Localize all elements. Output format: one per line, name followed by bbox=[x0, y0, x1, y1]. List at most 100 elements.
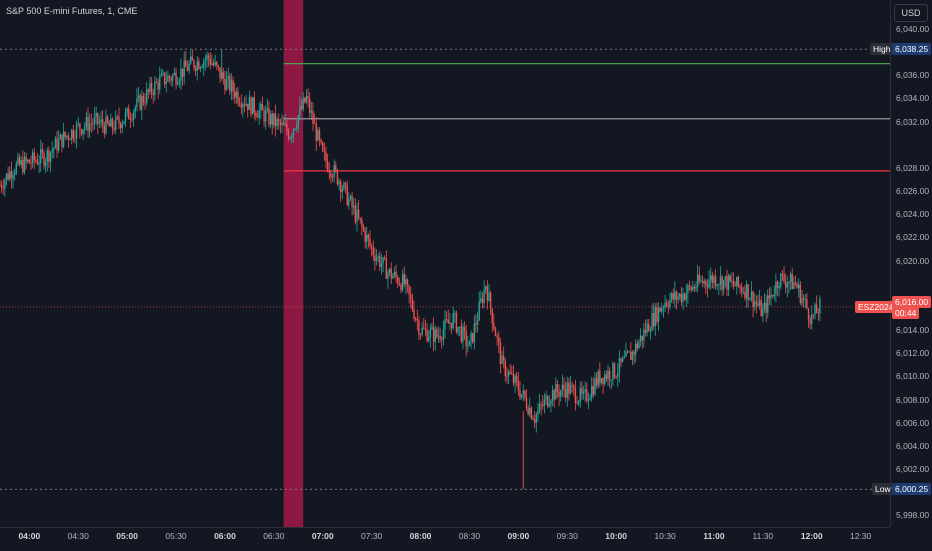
candle-body bbox=[727, 275, 730, 290]
candle-body bbox=[486, 286, 489, 301]
candle-body bbox=[330, 172, 332, 178]
candle-body bbox=[781, 273, 784, 275]
candle-body bbox=[357, 209, 360, 218]
chart-pane[interactable]: S&P 500 E-mini Futures, 1, CME bbox=[0, 0, 890, 527]
price-tick: 6,012.00 bbox=[896, 348, 930, 359]
candle-body bbox=[556, 384, 559, 392]
candle-body bbox=[398, 284, 401, 285]
candle-body bbox=[721, 276, 723, 290]
candle-body bbox=[48, 150, 50, 163]
candle-body bbox=[198, 61, 200, 69]
candle-body bbox=[385, 258, 388, 279]
candle-body bbox=[455, 312, 458, 333]
candle-body bbox=[674, 291, 676, 300]
candle-body bbox=[543, 399, 546, 406]
candle-body bbox=[234, 91, 236, 98]
candle-body bbox=[771, 294, 774, 297]
candle-body bbox=[289, 137, 291, 139]
candle-body bbox=[116, 116, 119, 118]
candle-body bbox=[155, 81, 158, 83]
candle-body bbox=[274, 113, 277, 127]
candle-body bbox=[287, 131, 290, 139]
candle-body bbox=[33, 152, 35, 161]
candle-body bbox=[798, 284, 800, 289]
candle-body bbox=[592, 385, 595, 395]
candle-body bbox=[69, 139, 71, 141]
candle-body bbox=[5, 173, 8, 181]
candle-body bbox=[333, 165, 335, 178]
candle-body bbox=[502, 355, 505, 361]
candle-body bbox=[770, 294, 772, 299]
candle-body bbox=[524, 390, 526, 398]
candle-body bbox=[256, 115, 259, 118]
candle-body bbox=[819, 298, 821, 314]
candle-body bbox=[121, 123, 123, 129]
candle-body bbox=[207, 55, 210, 59]
candle-body bbox=[463, 327, 466, 332]
candle-body bbox=[701, 280, 704, 284]
candle-body bbox=[473, 323, 476, 343]
candle-body bbox=[692, 286, 694, 290]
candle-body bbox=[450, 322, 453, 329]
candle-body bbox=[750, 291, 753, 299]
candle-body bbox=[460, 326, 463, 342]
candle-body bbox=[608, 370, 611, 381]
candle-body bbox=[784, 281, 787, 288]
candle-body bbox=[281, 122, 283, 126]
candle-body bbox=[10, 171, 13, 179]
candle-body bbox=[393, 271, 396, 276]
candle-body bbox=[339, 181, 342, 193]
price-scale[interactable] bbox=[890, 0, 932, 527]
candle-body bbox=[349, 196, 352, 199]
candle-body bbox=[780, 273, 782, 287]
candle-body bbox=[43, 152, 45, 166]
candle-body bbox=[576, 402, 578, 404]
candle-body bbox=[597, 371, 599, 386]
candle-body bbox=[431, 327, 433, 330]
candle-body bbox=[160, 73, 163, 77]
candle-body bbox=[38, 162, 40, 165]
candle-body bbox=[483, 289, 485, 304]
candle-body bbox=[685, 293, 687, 300]
candle-body bbox=[631, 351, 634, 361]
candle-body bbox=[577, 401, 580, 404]
time-tick: 07:30 bbox=[361, 531, 383, 541]
candle-body bbox=[310, 111, 313, 113]
candle-body bbox=[714, 276, 717, 287]
high-label: High bbox=[870, 43, 894, 56]
time-axis[interactable] bbox=[0, 527, 890, 551]
candle-body bbox=[105, 116, 107, 134]
symbol-title[interactable]: S&P 500 E-mini Futures, 1, CME bbox=[6, 6, 138, 16]
candle-body bbox=[615, 377, 617, 378]
candle-body bbox=[558, 391, 560, 397]
candle-body bbox=[313, 123, 316, 125]
candle-body bbox=[235, 91, 238, 98]
time-tick: 09:30 bbox=[556, 531, 578, 541]
candle-body bbox=[424, 328, 427, 330]
candle-body bbox=[579, 388, 581, 402]
candle-body bbox=[93, 116, 96, 124]
candle-body bbox=[367, 234, 370, 239]
candle-body bbox=[626, 351, 629, 353]
candle-body bbox=[286, 124, 288, 132]
candle-body bbox=[295, 126, 298, 129]
candle-body bbox=[481, 298, 484, 304]
candle-body bbox=[623, 356, 626, 358]
candle-body bbox=[397, 277, 399, 285]
price-chart[interactable] bbox=[0, 0, 890, 527]
candle-body bbox=[533, 419, 536, 423]
candle-body bbox=[379, 256, 381, 267]
candle-body bbox=[410, 294, 412, 299]
candle-body bbox=[553, 390, 555, 400]
candle-body bbox=[537, 410, 539, 415]
candle-body bbox=[661, 308, 663, 312]
candle-body bbox=[134, 107, 136, 112]
candle-body bbox=[436, 329, 438, 337]
candle-body bbox=[315, 123, 317, 141]
candle-body bbox=[317, 130, 319, 141]
currency-button[interactable]: USD bbox=[894, 4, 928, 22]
candle-body bbox=[413, 309, 415, 319]
candle-body bbox=[582, 391, 585, 394]
candle-body bbox=[498, 337, 500, 343]
candle-body bbox=[382, 257, 384, 264]
